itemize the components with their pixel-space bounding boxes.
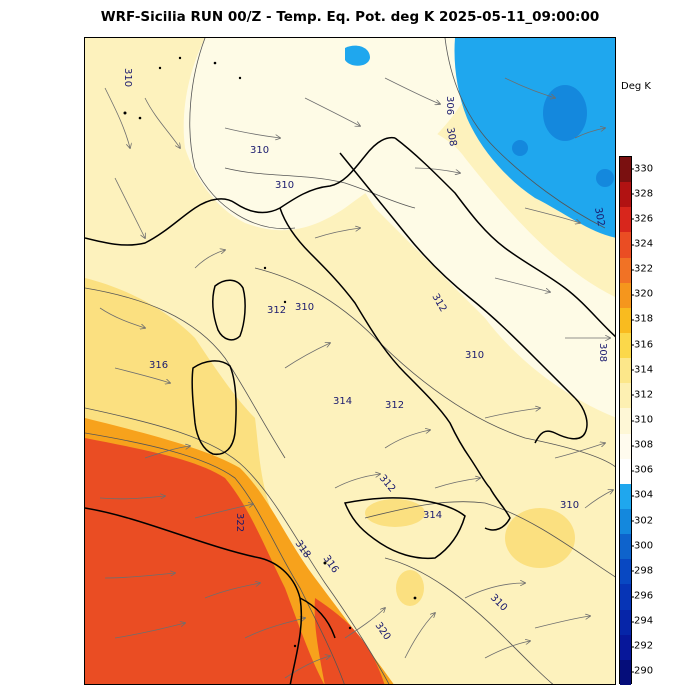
field-yellow-ionian — [505, 508, 575, 568]
contour-label: 310 — [122, 68, 133, 87]
colorbar-segment — [620, 207, 631, 233]
field-deepblue-b — [512, 140, 528, 156]
field-deepblue-a — [543, 85, 587, 141]
sardinia-coast — [191, 360, 237, 456]
colorbar-segment — [620, 509, 631, 535]
streamlines — [99, 77, 613, 679]
colorbar-tick-label: 302 — [630, 515, 654, 527]
colorbar-tick-label: 306 — [630, 464, 654, 476]
colorbar-segment — [620, 659, 631, 686]
colorbar-segment — [620, 157, 631, 183]
colorbar-tick-label: 320 — [630, 288, 654, 300]
colorbar-tick-label: 298 — [630, 565, 654, 577]
contour-label: 310 — [560, 500, 579, 511]
contour-label: 314 — [333, 396, 352, 407]
contour-label: 310 — [250, 145, 269, 156]
contour-label: 312 — [385, 400, 404, 411]
colorbar-segment — [620, 182, 631, 208]
colorbar-segment — [620, 534, 631, 560]
colorbar-tick-label: 318 — [630, 313, 654, 325]
colorbar-segment — [620, 483, 631, 510]
contour-label: 316 — [149, 360, 168, 371]
colorbar-segment — [620, 333, 631, 359]
contour-label: 308 — [444, 127, 458, 148]
colorbar-segment — [620, 634, 631, 661]
contour-label: 322 — [234, 513, 245, 532]
sicily-coast — [343, 497, 466, 560]
colorbar-segment — [620, 232, 631, 259]
field-deepblue-c — [596, 169, 614, 187]
colorbar-segment — [620, 609, 631, 636]
colorbar-tick-label: 296 — [630, 590, 654, 602]
contour-label: 310 — [275, 180, 294, 191]
corsica-coast — [212, 279, 246, 341]
colorbar-segment — [620, 458, 631, 485]
colorbar-tick-label: 316 — [630, 339, 654, 351]
colorbar-tick-label: 314 — [630, 364, 654, 376]
colorbar-segment — [620, 584, 631, 611]
colorbar-segment — [620, 559, 631, 585]
colorbar-tick-label: 290 — [630, 665, 654, 677]
colorbar-segment — [620, 307, 631, 334]
colorbar-tick-label: 328 — [630, 188, 654, 200]
field-blue-northwest-spot — [345, 45, 370, 66]
chart-title: WRF-Sicilia RUN 00/Z - Temp. Eq. Pot. de… — [100, 9, 600, 25]
colorbar-tick-label: 292 — [630, 640, 654, 652]
colorbar-tick-label: 310 — [630, 414, 654, 426]
colorbar-segment — [620, 433, 631, 460]
contour-label: 312 — [267, 305, 286, 316]
colorbar-unit: Deg K — [621, 81, 651, 92]
field-yellow-sicily — [365, 499, 425, 527]
coastlines — [85, 136, 615, 684]
contour-label: 306 — [444, 96, 455, 115]
colorbar-tick-label: 312 — [630, 389, 654, 401]
contour-lines — [85, 38, 615, 684]
map-panel: 310 310 310 310 310 310 310 312 312 312 … — [84, 37, 616, 685]
colorbar-segment — [620, 383, 631, 409]
colorbar-tick-label: 300 — [630, 540, 654, 552]
map-canvas: 310 310 310 310 310 310 310 312 312 312 … — [85, 38, 615, 684]
colorbar-tick-label: 308 — [630, 439, 654, 451]
colorbar-segment — [620, 358, 631, 384]
contour-label: 302 — [592, 207, 606, 228]
field-yellow-south — [396, 570, 424, 606]
contour-label: 308 — [597, 343, 608, 362]
islands — [123, 56, 417, 648]
colorbar-tick-label: 330 — [630, 163, 654, 175]
colorbar-segment — [620, 282, 631, 309]
colorbar-tick-label: 304 — [630, 489, 654, 501]
field-red-southwest — [85, 438, 324, 684]
field-pale-north — [183, 38, 465, 231]
colorbar-tick-label: 326 — [630, 213, 654, 225]
colorbar-tick-label: 324 — [630, 238, 654, 250]
field-red-south — [314, 598, 385, 684]
field-pale-adriatic — [335, 115, 615, 418]
contour-label: 310 — [295, 302, 314, 313]
colorbar-segment — [620, 408, 631, 435]
field-blue-northeast — [454, 38, 615, 238]
colorbar-segment — [620, 257, 631, 284]
colorbar-tick-label: 322 — [630, 263, 654, 275]
contour-label: 310 — [465, 350, 484, 361]
colorbar-tick-label: 294 — [630, 615, 654, 627]
contour-label: 314 — [423, 510, 442, 521]
colorbar-ticks: 330 328 326 324 322 320 318 316 314 312 310 308 306 3… — [630, 156, 672, 684]
